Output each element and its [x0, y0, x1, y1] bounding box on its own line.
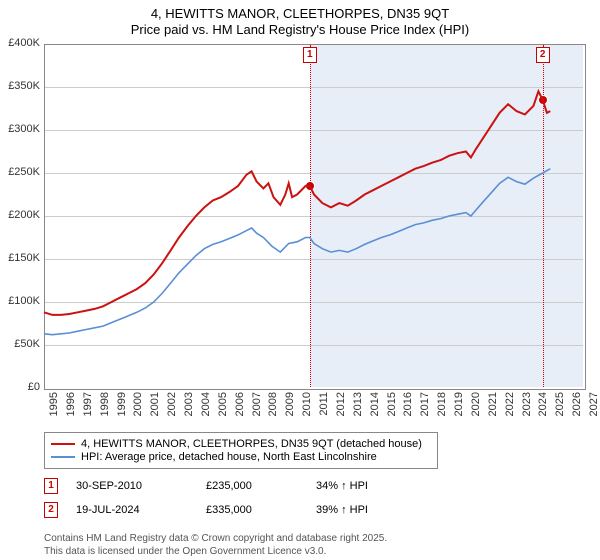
sale-row-badge: 2 [44, 502, 58, 518]
sale-row: 2 19-JUL-2024£335,00039% ↑ HPI [44, 502, 368, 518]
chart-lines [0, 0, 600, 560]
sale-row-badge: 1 [44, 478, 58, 494]
series-price_paid [44, 91, 550, 315]
legend-row: 4, HEWITTS MANOR, CLEETHORPES, DN35 9QT … [51, 438, 431, 450]
legend-label: 4, HEWITTS MANOR, CLEETHORPES, DN35 9QT … [81, 438, 422, 450]
legend-label: HPI: Average price, detached house, Nort… [81, 451, 377, 463]
sale-row-date: 19-JUL-2024 [76, 504, 206, 516]
legend-row: HPI: Average price, detached house, Nort… [51, 451, 431, 463]
sale-row-price: £235,000 [206, 480, 316, 492]
legend-swatch [51, 443, 75, 445]
sale-row-date: 30-SEP-2010 [76, 480, 206, 492]
sale-row-delta: 39% ↑ HPI [316, 504, 368, 516]
sale-row-price: £335,000 [206, 504, 316, 516]
legend: 4, HEWITTS MANOR, CLEETHORPES, DN35 9QT … [44, 432, 438, 469]
sale-row-delta: 34% ↑ HPI [316, 480, 368, 492]
sale-row: 1 30-SEP-2010£235,00034% ↑ HPI [44, 478, 368, 494]
legend-swatch [51, 456, 75, 458]
